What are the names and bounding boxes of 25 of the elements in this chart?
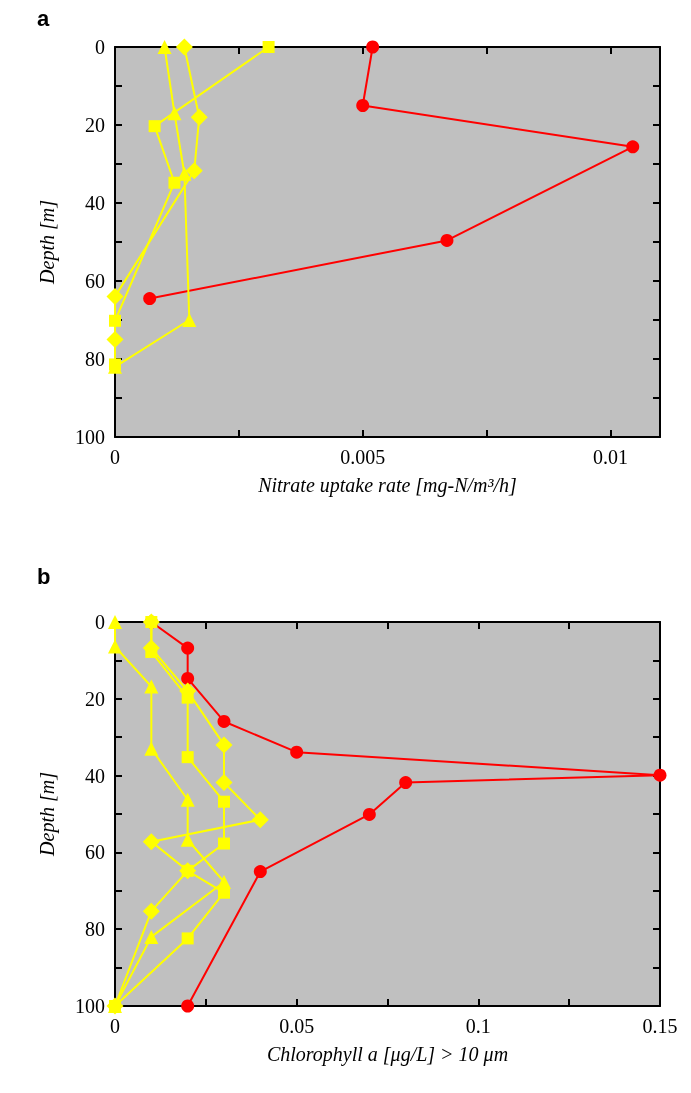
x-tick-label: 0.1 bbox=[465, 1015, 491, 1037]
y-tick-label: 80 bbox=[85, 918, 105, 941]
y-tick-label: 60 bbox=[85, 841, 105, 864]
x-tick-label: 0.05 bbox=[279, 1015, 315, 1037]
x-tick-label: 0 bbox=[110, 446, 120, 468]
x-tick-label: 0.15 bbox=[642, 1015, 678, 1037]
y-tick-label: 0 bbox=[95, 611, 105, 633]
y-tick-label: 80 bbox=[85, 348, 105, 370]
y-tick-label: 100 bbox=[75, 426, 105, 448]
x-axis-title: Nitrate uptake rate [mg-N/m³/h] bbox=[257, 474, 517, 497]
y-tick-label: 40 bbox=[85, 764, 105, 787]
chart-title: a bbox=[37, 5, 50, 31]
chart-title: b bbox=[37, 563, 51, 589]
y-axis-title: Depth [m] bbox=[36, 200, 59, 285]
y-tick-label: 60 bbox=[85, 270, 105, 292]
x-axis-title: Chlorophyll a [μg/L] > 10 μm bbox=[266, 1043, 509, 1066]
x-tick-label: 0 bbox=[110, 1015, 120, 1037]
y-tick-label: 40 bbox=[85, 192, 105, 214]
y-tick-label: 100 bbox=[75, 995, 105, 1017]
y-tick-label: 20 bbox=[85, 114, 105, 136]
x-tick-label: 0.005 bbox=[340, 446, 386, 468]
y-tick-label: 0 bbox=[95, 36, 105, 58]
y-tick-label: 20 bbox=[85, 687, 105, 710]
x-tick-label: 0.01 bbox=[592, 446, 628, 468]
y-axis-title: Depth [m] bbox=[36, 772, 59, 857]
